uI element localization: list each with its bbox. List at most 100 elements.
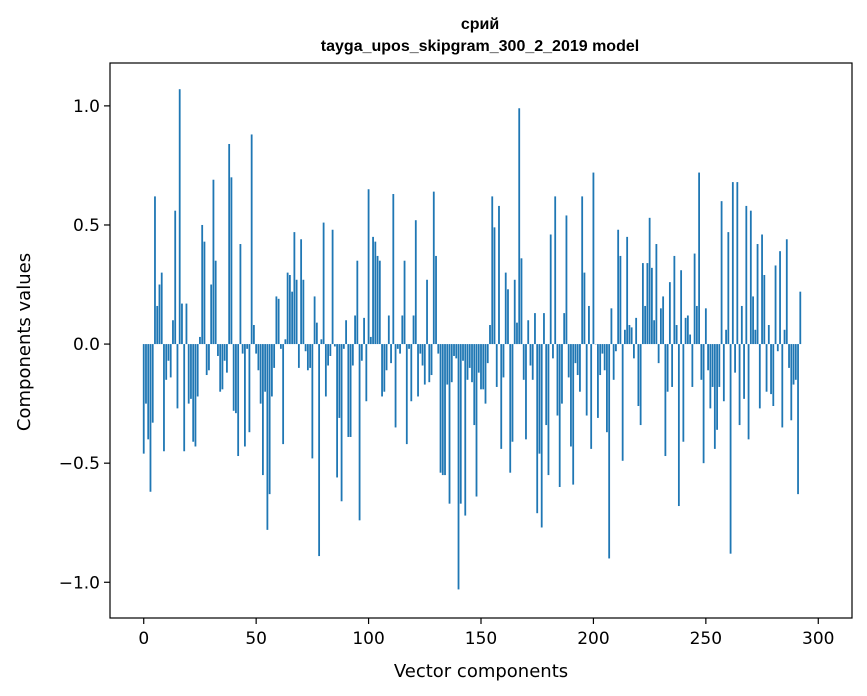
bar-86 [336, 344, 338, 478]
bar-2 [147, 344, 150, 440]
bar-11 [167, 344, 170, 361]
bar-151 [482, 344, 485, 390]
bar-116 [403, 260, 406, 345]
bar-88 [340, 344, 343, 502]
bar-113 [396, 344, 399, 349]
bar-19 [185, 303, 188, 345]
bar-112 [394, 344, 397, 428]
bar-45 [244, 344, 246, 447]
bar-1 [145, 344, 147, 404]
bar-166 [516, 322, 518, 345]
bar-28 [205, 344, 208, 376]
bar-175 [536, 344, 539, 514]
bar-222 [641, 263, 644, 345]
bar-208 [610, 308, 613, 345]
bar-98 [363, 317, 365, 345]
bar-22 [192, 344, 195, 442]
bar-213 [621, 344, 624, 461]
bar-180 [547, 344, 550, 476]
bar-122 [417, 344, 419, 397]
bar-36 [223, 344, 226, 361]
bar-238 [677, 344, 680, 507]
bar-267 [743, 344, 745, 399]
bar-144 [466, 344, 469, 380]
bar-167 [518, 108, 521, 345]
bar-53 [262, 344, 264, 476]
bar-60 [277, 298, 280, 345]
bar-253 [711, 344, 714, 387]
bar-76 [313, 296, 316, 345]
bar-191 [572, 344, 575, 485]
bar-162 [507, 289, 509, 345]
bar-92 [349, 344, 352, 437]
bar-261 [729, 344, 732, 554]
bar-169 [522, 344, 525, 380]
bar-77 [315, 322, 318, 345]
bar-133 [441, 344, 444, 476]
bar-283 [779, 251, 781, 345]
y-tick-label: 0.0 [73, 335, 100, 355]
bar-103 [374, 241, 377, 345]
bar-33 [217, 344, 219, 356]
y-tick-label: 0.5 [73, 216, 100, 236]
bar-263 [734, 344, 736, 373]
bar-100 [367, 189, 370, 345]
bar-228 [655, 244, 658, 345]
bar-197 [585, 344, 588, 416]
bar-140 [457, 344, 460, 590]
bar-94 [354, 315, 356, 345]
bar-59 [275, 296, 278, 345]
bar-102 [372, 236, 374, 345]
bar-258 [722, 344, 725, 402]
bar-26 [201, 224, 204, 345]
bar-209 [612, 344, 615, 380]
bar-30 [210, 284, 213, 345]
bar-152 [484, 344, 487, 404]
bar-21 [190, 344, 192, 399]
bar-218 [633, 344, 635, 359]
bar-108 [385, 344, 388, 371]
bar-183 [554, 196, 557, 345]
bar-221 [639, 344, 642, 426]
bar-230 [659, 308, 662, 345]
x-tick-label: 200 [577, 629, 609, 649]
bar-214 [624, 329, 626, 345]
bar-279 [770, 344, 772, 395]
bar-135 [446, 344, 449, 385]
bar-143 [464, 344, 467, 516]
bar-262 [731, 182, 734, 345]
bar-47 [248, 344, 251, 433]
bar-273 [756, 244, 759, 345]
bar-81 [324, 344, 327, 397]
bar-176 [538, 344, 541, 454]
bar-138 [453, 344, 455, 356]
y-tick-label: 1.0 [73, 97, 100, 117]
bar-58 [273, 344, 276, 368]
bar-149 [477, 344, 480, 373]
bar-3 [149, 344, 152, 492]
bar-65 [288, 275, 291, 345]
bar-106 [381, 344, 383, 397]
bar-139 [455, 344, 458, 359]
bar-72 [304, 344, 307, 352]
bar-257 [720, 201, 723, 345]
bar-241 [684, 317, 687, 345]
bar-127 [428, 344, 431, 383]
bar-15 [176, 344, 179, 409]
bar-269 [747, 344, 750, 440]
bar-227 [653, 320, 656, 345]
bar-168 [520, 258, 523, 345]
bar-73 [306, 344, 309, 371]
bar-164 [511, 344, 514, 442]
bar-49 [253, 325, 255, 345]
bar-84 [331, 229, 334, 345]
bar-265 [738, 344, 741, 426]
bar-20 [187, 344, 190, 404]
bar-225 [648, 217, 651, 345]
bar-270 [749, 210, 752, 345]
bar-120 [412, 315, 415, 345]
bar-186 [561, 344, 563, 404]
bar-125 [423, 344, 426, 385]
bar-200 [592, 172, 595, 345]
